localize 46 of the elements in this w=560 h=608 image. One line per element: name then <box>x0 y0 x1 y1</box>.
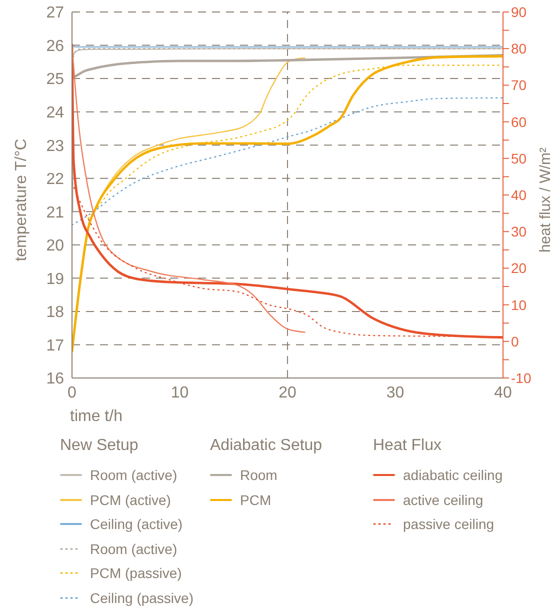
y-axis-title: temperature T/°C <box>13 138 30 262</box>
y-tick-label: 23 <box>46 138 64 155</box>
y-tick-label: 22 <box>46 171 64 188</box>
x-tick-label: 20 <box>278 384 296 402</box>
legend-label: Ceiling (passive) <box>90 590 194 606</box>
line-series <box>72 97 503 226</box>
y2-tick-label: 0 <box>511 333 519 350</box>
legend-label: passive ceiling <box>403 516 494 532</box>
y2-tick-label: 90 <box>511 4 527 20</box>
x-axis-title: time t/h <box>70 408 122 425</box>
y-tick-label: 18 <box>46 304 64 322</box>
text: Adiabatic Setup <box>210 437 322 454</box>
y-tick-label: 24 <box>46 104 64 122</box>
x-tick-label: 30 <box>386 384 404 402</box>
legend-label: active ceiling <box>403 492 484 508</box>
legend-label: PCM (active) <box>90 492 171 508</box>
y2-tick-label: 10 <box>511 296 527 313</box>
y-tick-label: 25 <box>46 71 64 88</box>
x-tick-label: 0 <box>68 384 77 402</box>
legend-label: PCM <box>240 492 272 508</box>
text: New Setup <box>60 437 138 454</box>
legend-label: Room (active) <box>90 540 178 557</box>
y2-tick-label: -10 <box>511 370 532 386</box>
y-tick-label: 16 <box>46 370 64 388</box>
text: Heat Flux <box>373 437 442 454</box>
y2-tick-label: 50 <box>511 150 527 166</box>
legend-label: Ceiling (active) <box>90 516 183 532</box>
y-tick-label: 19 <box>46 270 64 288</box>
y2-tick-label: 80 <box>511 40 527 57</box>
legend-label: adiabatic ceiling <box>403 467 503 484</box>
legend-label: Room <box>240 467 278 484</box>
y2-tick-label: 40 <box>511 186 527 203</box>
y-tick-label: 21 <box>46 204 64 222</box>
legend-label: PCM (passive) <box>90 565 182 582</box>
y-tick-label: 26 <box>46 38 64 55</box>
y2-axis-title: heat flux / W/m² <box>537 147 554 253</box>
y-tick-label: 27 <box>46 4 64 22</box>
y2-tick-label: 70 <box>511 77 527 94</box>
y-tick-label: 17 <box>46 337 64 354</box>
y2-tick-label: 20 <box>511 260 527 276</box>
y-tick-label: 20 <box>46 238 64 255</box>
y2-tick-label: 30 <box>511 224 527 240</box>
x-tick-label: 10 <box>170 384 189 402</box>
legend-label: Room (active) <box>90 467 178 484</box>
x-tick-label: 40 <box>494 384 512 402</box>
y2-tick-label: 60 <box>511 114 527 130</box>
